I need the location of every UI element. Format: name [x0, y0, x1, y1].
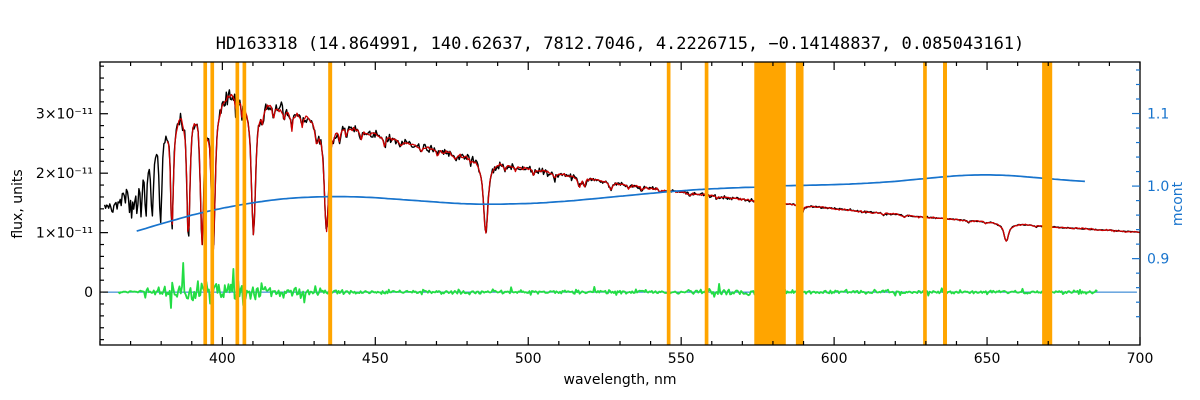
mask-band: [235, 62, 240, 345]
y-left-tick-label: 2×10⁻¹¹: [36, 166, 93, 182]
series-observed: [103, 89, 1140, 248]
mask-band: [943, 62, 947, 345]
y-left-tick-label: 0: [84, 285, 93, 301]
plot-title: HD163318 (14.864991, 140.62637, 7812.704…: [216, 34, 1025, 54]
mask-band: [923, 62, 927, 345]
mask-band: [328, 62, 333, 345]
mask-band: [704, 62, 709, 345]
y-left-tick-label: 1×10⁻¹¹: [36, 226, 93, 242]
x-tick-label: 600: [821, 351, 848, 367]
mask-band: [1042, 62, 1053, 345]
series-residual: [117, 261, 1098, 309]
mask-band: [666, 62, 671, 345]
mask-band: [242, 62, 247, 345]
mask-band: [203, 62, 208, 345]
x-tick-label: 550: [668, 351, 695, 367]
x-tick-label: 650: [974, 351, 1001, 367]
mask-band: [795, 62, 804, 345]
y-right-tick-label: 0.9: [1147, 252, 1169, 268]
y-axis-label-right: mcont: [1170, 181, 1186, 226]
mask-bands-layer: [203, 62, 1053, 345]
x-tick-label: 450: [362, 351, 389, 367]
mask-band: [210, 62, 215, 345]
y-right-tick-label: 1.0: [1147, 179, 1169, 195]
series-mcont: [136, 173, 1085, 232]
x-tick-label: 500: [515, 351, 542, 367]
x-tick-label: 400: [209, 351, 236, 367]
axes-layer: 400 450 500 550 600 650 700 0 1×10⁻¹¹ 2×10⁻¹¹ 3×10…: [36, 61, 1169, 367]
curves-layer: [103, 89, 1140, 309]
mask-band: [754, 62, 786, 345]
x-axis-label: wavelength, nm: [564, 372, 677, 388]
y-axis-label-left: flux, units: [10, 169, 26, 238]
y-right-tick-label: 1.1: [1147, 107, 1169, 123]
y-left-tick-label: 3×10⁻¹¹: [36, 107, 93, 123]
series-fit: [166, 93, 1140, 250]
x-tick-label: 700: [1127, 351, 1154, 367]
plot-frame: [99, 61, 1141, 346]
